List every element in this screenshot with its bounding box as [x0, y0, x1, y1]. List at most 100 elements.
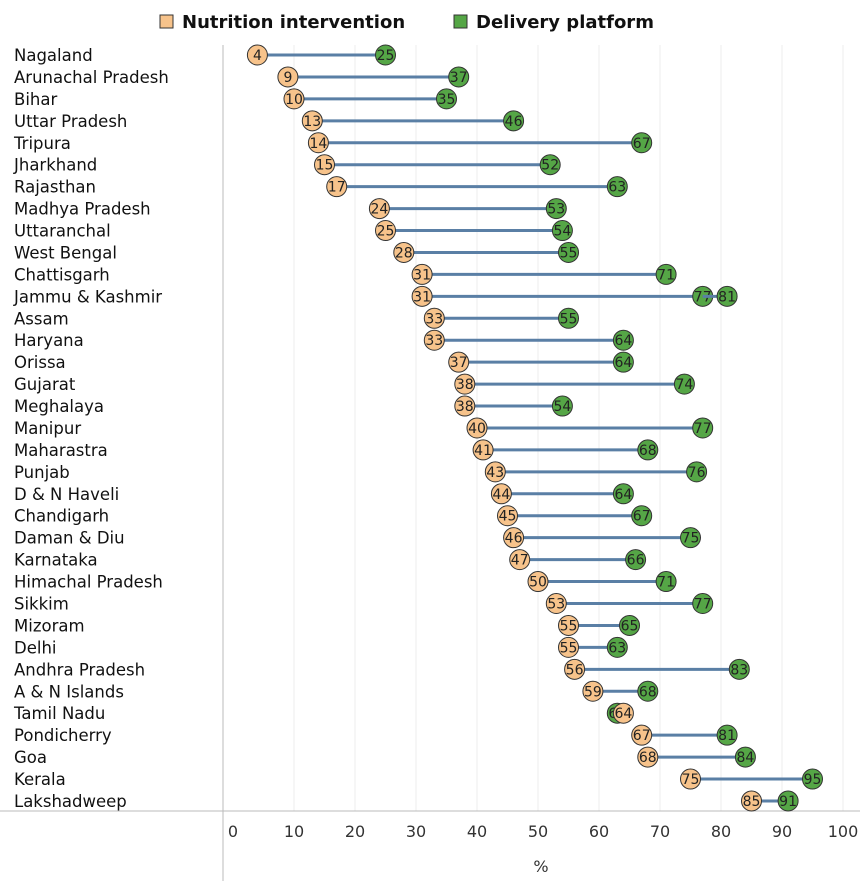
- category-label: A & N Islands: [14, 682, 124, 701]
- category-label: Manipur: [14, 419, 81, 438]
- category-label: Nagaland: [14, 46, 93, 65]
- x-tick-label: 60: [589, 822, 609, 841]
- delivery-point: [686, 461, 708, 483]
- nutrition-value-label: 85: [743, 794, 761, 810]
- nutrition-point: [454, 395, 476, 417]
- nutrition-value-label: 55: [560, 618, 578, 634]
- nutrition-point: [466, 417, 488, 439]
- row: Nagaland 25 4: [14, 44, 396, 66]
- category-label: Gujarat: [14, 375, 76, 394]
- delivery-value-label: 68: [639, 684, 657, 700]
- nutrition-value-label: 14: [309, 136, 327, 152]
- nutrition-point: [527, 571, 549, 593]
- delivery-point: [612, 351, 634, 373]
- delivery-point: [448, 66, 470, 88]
- delivery-value-label: 68: [639, 443, 657, 459]
- nutrition-point: [423, 307, 445, 329]
- category-label: Jammu & Kashmir: [13, 287, 162, 306]
- nutrition-value-label: 33: [425, 311, 443, 327]
- nutrition-point: [503, 527, 525, 549]
- category-label: Uttaranchal: [14, 222, 111, 241]
- x-tick-label: 40: [467, 822, 487, 841]
- delivery-point: [558, 307, 579, 329]
- row: Assam 55 33: [14, 307, 579, 329]
- nutrition-point: [741, 790, 762, 812]
- nutrition-point: [558, 614, 579, 636]
- x-tick-label: 30: [406, 822, 426, 841]
- nutrition-point: [545, 593, 567, 614]
- nutrition-point: [448, 351, 470, 373]
- category-label: Arunachal Pradesh: [14, 68, 169, 87]
- nutrition-value-label: 46: [505, 531, 523, 547]
- row: Karnataka 66 47: [14, 549, 647, 571]
- legend-label-delivery: Delivery platform: [476, 12, 654, 33]
- nutrition-value-label: 31: [413, 289, 431, 305]
- axes: [0, 45, 860, 881]
- delivery-value-label: 91: [779, 794, 797, 810]
- delivery-value-label: 67: [633, 509, 651, 525]
- category-label: Daman & Diu: [14, 529, 125, 548]
- legend-label-nutrition: Nutrition intervention: [182, 12, 405, 33]
- nutrition-point: [375, 220, 396, 242]
- x-tick-labels: 0 10 20 30 40 50 60 70 80 90 100: [228, 822, 858, 841]
- category-label: Madhya Pradesh: [14, 200, 151, 219]
- x-axis-label: %: [533, 857, 548, 876]
- nutrition-value-label: 45: [499, 509, 517, 525]
- nutrition-point: [411, 263, 433, 285]
- legend-swatch-nutrition: [159, 14, 174, 29]
- nutrition-value-label: 10: [285, 92, 303, 108]
- nutrition-point: [490, 483, 512, 505]
- nutrition-value-label: 53: [547, 597, 565, 613]
- delivery-point: [551, 395, 573, 417]
- nutrition-point: [582, 680, 604, 702]
- nutrition-point: [680, 768, 701, 790]
- legend-item-delivery: Delivery platform: [453, 12, 654, 33]
- row: Jharkhand 52 15: [13, 154, 561, 176]
- x-tick-label: 100: [828, 822, 859, 841]
- nutrition-point: [301, 110, 323, 132]
- category-label: Maharastra: [14, 441, 108, 460]
- category-label: Assam: [14, 309, 69, 328]
- delivery-value-label: 77: [694, 421, 712, 437]
- row: Chandigarh 67 45: [14, 505, 653, 527]
- delivery-point: [673, 373, 695, 395]
- delivery-value-label: 84: [736, 750, 754, 766]
- nutrition-value-label: 55: [560, 640, 578, 656]
- category-label: Karnataka: [14, 551, 98, 570]
- category-label: D & N Haveli: [14, 485, 119, 504]
- nutrition-value-label: 9: [283, 70, 292, 86]
- delivery-value-label: 64: [614, 355, 632, 371]
- delivery-value-label: 63: [608, 640, 626, 656]
- nutrition-point: [246, 44, 268, 66]
- category-label: Orissa: [14, 353, 66, 372]
- delivery-value-label: 25: [377, 48, 395, 64]
- category-label: Kerala: [14, 770, 66, 789]
- delivery-value-label: 55: [560, 245, 578, 261]
- delivery-point: [375, 44, 396, 66]
- nutrition-point: [484, 461, 506, 483]
- row: Bihar 35 10: [14, 88, 457, 110]
- delivery-point: [612, 329, 634, 351]
- nutrition-value-label: 44: [492, 487, 510, 503]
- legend: Nutrition intervention Delivery platform: [159, 12, 654, 33]
- delivery-point: [545, 198, 567, 220]
- delivery-value-label: 75: [682, 531, 700, 547]
- category-label: Haryana: [14, 331, 84, 350]
- row: Uttar Pradesh 46 13: [14, 110, 525, 132]
- delivery-point: [631, 505, 653, 527]
- category-label: Pondicherry: [14, 726, 112, 745]
- nutrition-point: [368, 198, 390, 220]
- nutrition-value-label: 47: [511, 553, 529, 569]
- row: Daman & Diu 75 46: [14, 527, 701, 549]
- x-tick-label: 50: [528, 822, 548, 841]
- delivery-value-label: 64: [614, 487, 632, 503]
- row: Manipur 77 40: [14, 417, 714, 439]
- nutrition-value-label: 4: [253, 48, 262, 64]
- nutrition-value-label: 40: [468, 421, 486, 437]
- nutrition-value-label: 38: [456, 399, 474, 415]
- row: Kerala 95 75: [14, 768, 823, 790]
- nutrition-value-label: 59: [584, 684, 602, 700]
- delivery-extra-value-label: 81: [718, 289, 736, 305]
- nutrition-value-label: 31: [413, 267, 431, 283]
